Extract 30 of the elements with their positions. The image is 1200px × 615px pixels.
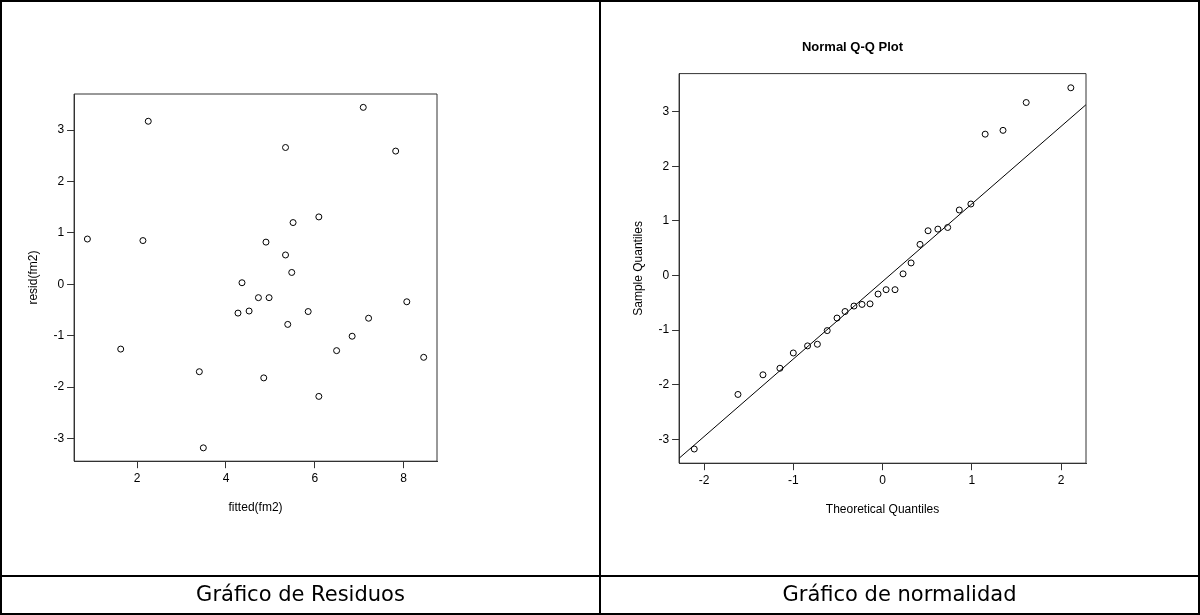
x-tick-label: 6	[311, 470, 319, 485]
x-tick-label: -2	[698, 472, 710, 487]
x-tick-label: 8	[400, 470, 408, 485]
text: Gráfico de normalidad	[599, 577, 1200, 615]
x-tick-label: 2	[1057, 472, 1065, 487]
y-tick-label: -3	[658, 431, 670, 446]
x-tick-label: 4	[222, 470, 230, 485]
y-tick-label: -1	[658, 322, 670, 337]
y-tick-label: 2	[57, 173, 65, 188]
x-tick-label: 2	[133, 470, 141, 485]
y-tick-label: -3	[53, 430, 65, 445]
y-axis-title: resid(fm2)	[25, 250, 40, 305]
y-tick-label: 3	[57, 122, 65, 137]
chart-title: Normal Q-Q Plot	[801, 39, 904, 55]
x-tick-label: -1	[787, 472, 799, 487]
text: Gráfico de Residuos	[0, 577, 601, 615]
y-tick-label: 1	[57, 225, 65, 240]
y-tick-label: 0	[57, 276, 65, 291]
y-tick-label: 1	[662, 213, 670, 228]
y-tick-label: -1	[53, 328, 65, 343]
y-tick-label: 2	[662, 158, 670, 173]
x-tick-label: 1	[968, 472, 976, 487]
y-tick-label: -2	[53, 379, 65, 394]
x-tick-label: 0	[879, 472, 887, 487]
x-axis-title: Theoretical Quantiles	[825, 502, 940, 517]
y-axis-title: Sample Quantiles	[630, 221, 645, 316]
x-axis-title: fitted(fm2)	[228, 500, 283, 515]
y-tick-label: 3	[662, 104, 670, 119]
y-tick-label: -2	[658, 376, 670, 391]
y-tick-label: 0	[662, 267, 670, 282]
